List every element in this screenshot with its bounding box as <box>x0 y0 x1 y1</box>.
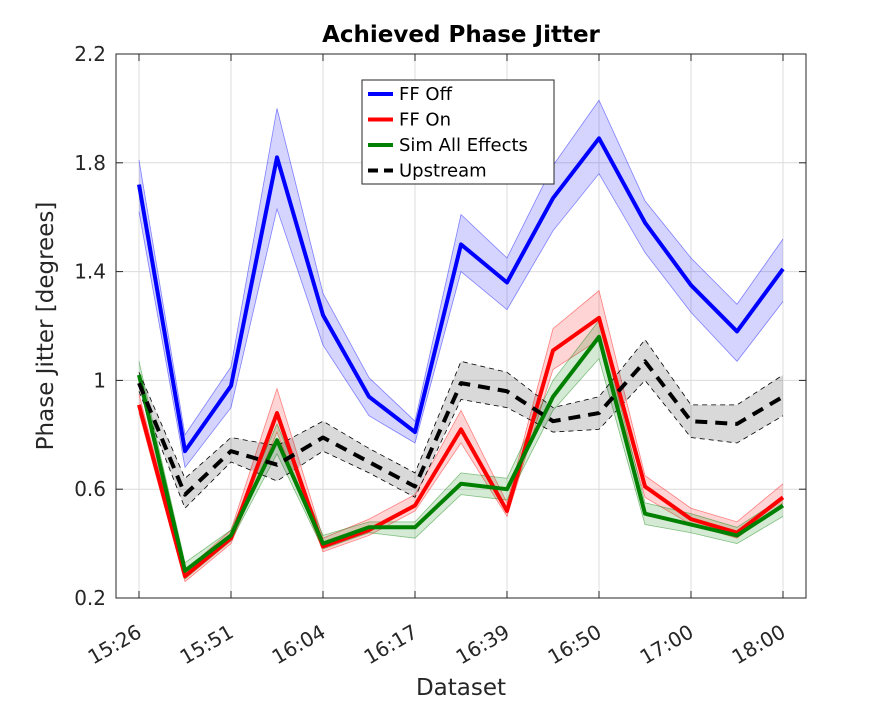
legend-entry: FF On <box>399 110 451 131</box>
legend-entry: FF Off <box>399 84 453 105</box>
y-tick-label: 1 <box>93 368 106 392</box>
y-tick-label: 1.8 <box>74 151 106 175</box>
band-lower-edge <box>138 172 784 469</box>
confidence-bands <box>138 99 784 583</box>
series-line-ff-on <box>137 315 785 579</box>
y-tick-label: 0.6 <box>74 477 106 501</box>
band-sim-all-effects <box>139 320 783 579</box>
band-upper-edge <box>138 289 784 572</box>
band-ff-on <box>139 290 783 582</box>
band-upper-edge <box>138 338 784 479</box>
y-tick-label: 0.2 <box>74 586 106 610</box>
x-axis-label: Dataset <box>416 675 506 701</box>
y-axis-ticks: 0.2 0.6 1 1.4 1.8 2.2 <box>74 42 806 610</box>
legend-entry: Sim All Effects <box>399 135 528 156</box>
band-ff-off <box>139 100 783 468</box>
y-axis-label: Phase Jitter [degrees] <box>33 202 59 451</box>
series-line-upstream <box>137 359 785 497</box>
y-tick-label: 1.4 <box>74 260 106 284</box>
y-tick-label: 2.2 <box>74 42 106 66</box>
band-upper-edge <box>138 99 784 436</box>
band-lower-edge <box>138 357 784 580</box>
series-line-sim-all-effects <box>137 334 785 573</box>
series-lines <box>137 136 785 579</box>
band-upstream <box>139 339 783 509</box>
axes-frame <box>115 53 807 599</box>
band-lower-edge <box>138 379 784 509</box>
legend: FF Off FF On Sim All Effects Upstream <box>361 79 555 185</box>
chart-title: Achieved Phase Jitter <box>322 22 600 48</box>
legend-entry: Upstream <box>399 161 487 182</box>
legend-box <box>361 79 555 185</box>
series-line-ff-off <box>137 136 785 454</box>
